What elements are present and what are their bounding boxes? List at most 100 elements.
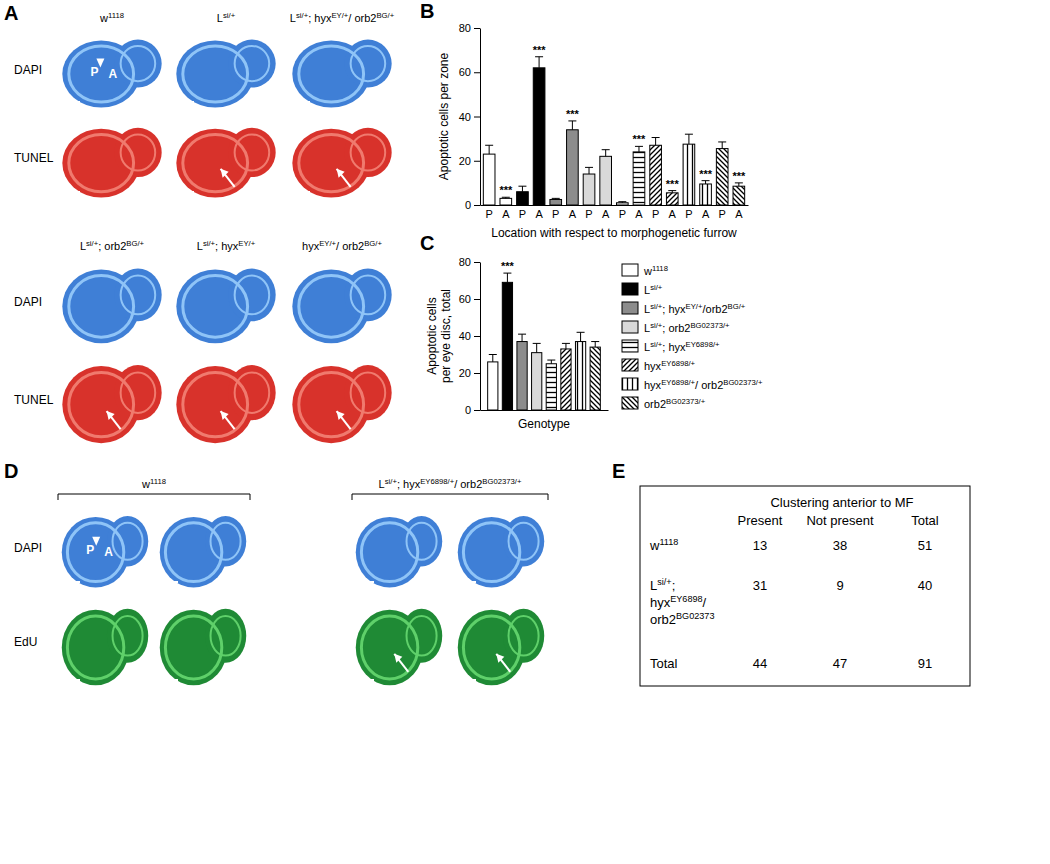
- error-line: [551, 360, 552, 364]
- cell: 47: [833, 656, 847, 671]
- antennal-disc: [344, 365, 392, 420]
- antennal-disc: [107, 516, 148, 566]
- y-axis-title-line: Apoptotic cells: [425, 297, 439, 374]
- panel-letter: B: [420, 0, 434, 22]
- micrograph: [58, 354, 166, 446]
- error-line: [565, 343, 566, 349]
- chart-b: *********************020406080PAPAPAPAPA…: [437, 22, 749, 240]
- disc-rim: [351, 46, 386, 81]
- legend-swatch: [622, 321, 638, 333]
- panel-letter: D: [4, 460, 18, 482]
- genotype-label: hyxEY/+/ orb2BG/+: [302, 239, 382, 253]
- significance: ***: [666, 178, 680, 190]
- x-axis: PAPAPAPAPAPAPAPA: [481, 205, 749, 220]
- error-line: [539, 57, 540, 68]
- bar: [546, 364, 556, 410]
- error-line: [572, 121, 573, 130]
- significance: ***: [566, 108, 580, 120]
- error-line: [489, 145, 490, 154]
- error-bar: [489, 355, 497, 362]
- x-axis-title: Genotype: [518, 417, 570, 431]
- error-cap: [485, 145, 493, 146]
- micrograph: [58, 258, 166, 346]
- micrograph: [288, 258, 396, 346]
- antennal-disc: [401, 516, 442, 566]
- error-line: [589, 167, 590, 174]
- tick-label: 20: [459, 367, 471, 379]
- tick: 60: [459, 293, 480, 305]
- tick-mark: [474, 373, 480, 374]
- tick: P: [685, 205, 692, 220]
- arrowhead: [496, 654, 504, 663]
- tick-label: P: [685, 208, 692, 220]
- bar: [500, 198, 512, 205]
- tick: 20: [459, 367, 480, 379]
- panel-letter: E: [612, 460, 625, 482]
- scale-bar: [66, 581, 80, 583]
- error-cap: [618, 201, 626, 202]
- error-cap: [518, 334, 526, 335]
- bar: [590, 347, 600, 410]
- error-line: [522, 186, 523, 192]
- row-label: TUNEL: [14, 151, 54, 165]
- micrograph: [172, 354, 280, 446]
- error-line: [638, 146, 639, 152]
- tick: A: [569, 205, 577, 220]
- antennal-disc: [114, 40, 162, 88]
- scale-bar: [164, 581, 178, 583]
- tick-mark: [474, 262, 480, 263]
- axis-mark: P: [90, 65, 98, 79]
- chart-c: ***020406080GenotypeApoptotic cellsper e…: [425, 256, 763, 431]
- error-line: [507, 273, 508, 282]
- disc-rim: [121, 134, 156, 170]
- axis-mark: A: [104, 545, 113, 559]
- scale-bar: [360, 581, 374, 583]
- antennal-disc: [205, 609, 246, 663]
- micrograph: [58, 118, 166, 200]
- arrowhead: [337, 169, 345, 178]
- error-bar: [568, 121, 576, 130]
- disc-rim: [351, 276, 386, 315]
- antennal-disc: [114, 365, 162, 420]
- error-cap: [735, 182, 743, 183]
- bar: [575, 342, 585, 410]
- bar: [488, 362, 498, 410]
- micrograph: [352, 506, 446, 590]
- significance: ***: [499, 184, 513, 196]
- error-cap: [533, 343, 541, 344]
- table-header: Clustering anterior to MF: [770, 495, 913, 510]
- tick-mark: [474, 117, 480, 118]
- error-bar: [485, 145, 493, 154]
- arrow: [337, 169, 351, 187]
- genotype-label: Lsi/+; hyxEY6898/+/ orb2BG02373/+: [379, 477, 522, 491]
- image-background: [58, 506, 152, 590]
- legend-swatch: [622, 302, 638, 314]
- image-background: [454, 506, 548, 590]
- disc-rim: [235, 372, 270, 412]
- bar: [716, 149, 728, 205]
- tick-label: 80: [459, 22, 471, 34]
- error-bar: [518, 186, 526, 192]
- tick: A: [702, 205, 710, 220]
- error-bar: [518, 334, 526, 341]
- tick: A: [669, 205, 677, 220]
- error-line: [492, 355, 493, 362]
- tick: 60: [459, 66, 480, 78]
- tick-label: 20: [459, 155, 471, 167]
- tick-mark: [474, 410, 480, 411]
- arrow: [496, 654, 510, 672]
- error-line: [595, 342, 596, 348]
- row-label: Total: [650, 656, 678, 671]
- error-bar: [533, 343, 541, 352]
- antennal-disc: [503, 609, 544, 663]
- error-bar: [652, 138, 660, 146]
- bar: [483, 154, 495, 205]
- arrowhead: [337, 411, 345, 420]
- tick-label: 0: [465, 199, 471, 211]
- tick-label: P: [652, 208, 659, 220]
- column-header: Total: [911, 513, 939, 528]
- arrow: [337, 411, 351, 429]
- image-background: [454, 598, 548, 688]
- tick-mark: [474, 299, 480, 300]
- cell: 51: [918, 538, 932, 553]
